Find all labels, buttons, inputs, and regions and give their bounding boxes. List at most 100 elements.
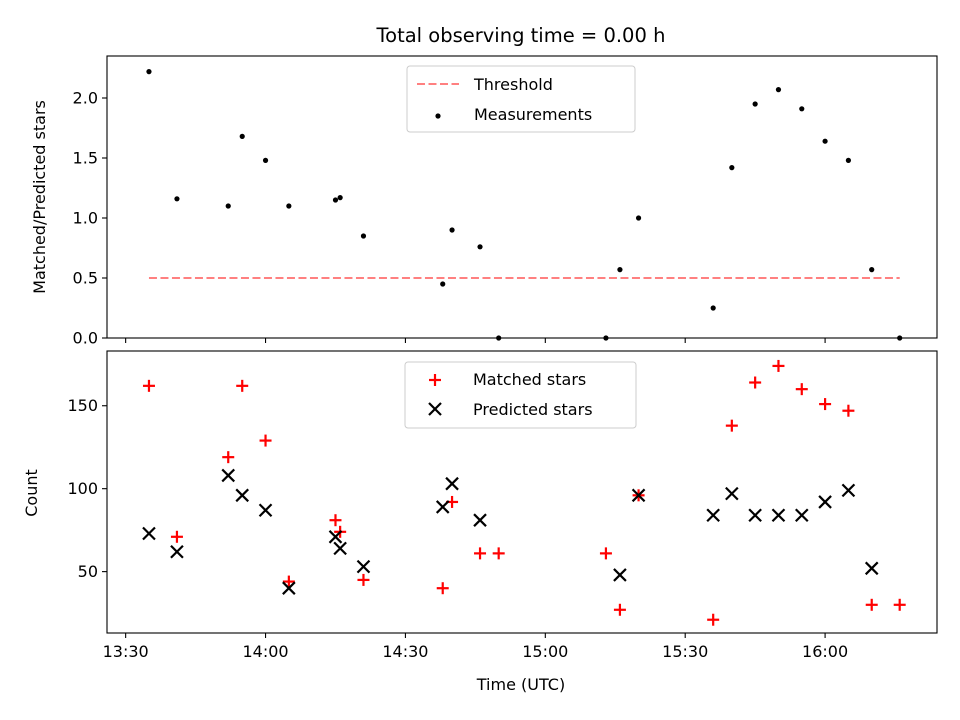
matched-stars-point: [222, 451, 235, 464]
measurement-point: [822, 138, 828, 144]
legend-matched-label: Matched stars: [473, 370, 586, 389]
predicted-stars-point: [794, 508, 809, 523]
predicted-stars-point: [473, 513, 487, 527]
bottom-y-axis: 50 100 150: [67, 396, 107, 581]
matched-stars-point: [236, 379, 249, 392]
predicted-stars-point: [818, 495, 832, 509]
measurement-point: [440, 281, 446, 287]
measurement-point: [752, 101, 758, 107]
predicted-stars-point: [841, 483, 856, 498]
matched-stars-point: [142, 379, 155, 392]
matched-stars-point: [795, 383, 808, 396]
matched-stars-point: [893, 598, 906, 611]
measurement-point: [262, 157, 269, 163]
bottom-y-tick-label: 150: [67, 396, 98, 415]
measurement-point: [286, 203, 292, 209]
x-tick-label: 15:30: [662, 642, 708, 661]
matched-stars-point: [842, 404, 855, 417]
predicted-stars-point: [445, 476, 459, 491]
legend-predicted-label: Predicted stars: [473, 400, 593, 419]
predicted-stars-point: [258, 503, 273, 518]
top-x-axis: [125, 338, 826, 343]
predicted-stars-point: [631, 488, 646, 503]
x-tick-label: 14:00: [242, 642, 288, 661]
x-tick-label: 13:30: [103, 642, 149, 661]
bottom-plot-area: [142, 359, 906, 626]
predicted-stars-point: [235, 488, 250, 503]
predicted-stars-point: [142, 526, 156, 541]
matched-stars-point: [492, 547, 505, 560]
top-plot-area: [146, 69, 903, 341]
predicted-stars-point: [282, 581, 296, 595]
measurement-point: [845, 157, 852, 163]
matched-stars-point: [259, 434, 272, 447]
x-axis-label: Time (UTC): [476, 675, 565, 694]
matched-stars-point: [749, 376, 762, 389]
measurement-point: [617, 267, 623, 273]
bottom-y-tick-label: 50: [78, 562, 98, 581]
measurement-point: [332, 197, 339, 203]
matched-stars-point: [436, 582, 449, 595]
predicted-stars-point: [356, 559, 371, 574]
chart-title: Total observing time = 0.00 h: [376, 24, 666, 47]
measurement-point: [449, 227, 455, 233]
predicted-stars-point: [771, 508, 786, 523]
matched-stars-point: [772, 359, 785, 372]
matched-stars-point: [865, 598, 878, 611]
measurement-point: [174, 196, 180, 202]
matched-stars-point: [170, 530, 183, 543]
predicted-stars-point: [706, 508, 720, 523]
measurement-point: [337, 195, 343, 201]
top-y-tick-label: 1.0: [73, 209, 98, 228]
predicted-stars-point: [613, 568, 627, 582]
legend-predicted-swatch: [428, 402, 442, 416]
top-y-axis: 0.0 0.5 1.0 1.5 2.0: [73, 89, 107, 348]
predicted-stars-point: [170, 544, 184, 559]
matched-stars-point: [707, 613, 720, 626]
bottom-y-axis-label: Count: [22, 469, 41, 517]
measurement-point: [799, 106, 805, 112]
matched-stars-point: [357, 573, 370, 586]
predicted-stars-point: [435, 500, 450, 514]
top-y-tick-label: 0.5: [73, 269, 98, 288]
matched-stars-point: [282, 575, 295, 588]
top-y-tick-label: 2.0: [73, 89, 98, 108]
measurement-point: [146, 69, 152, 75]
measurement-point: [239, 133, 245, 139]
measurement-point: [869, 267, 875, 273]
matched-stars-point: [819, 398, 832, 411]
x-tick-label: 16:00: [802, 642, 848, 661]
top-y-tick-label: 0.0: [73, 329, 98, 348]
top-y-tick-label: 1.5: [73, 149, 98, 168]
measurement-point: [775, 87, 782, 93]
measurement-point: [635, 215, 642, 221]
bottom-axes-frame: [106, 350, 938, 634]
top-legend-box: [406, 65, 636, 133]
matched-stars-point: [329, 514, 342, 527]
matched-stars-point: [474, 547, 487, 560]
x-tick-label: 15:00: [522, 642, 568, 661]
measurement-point: [477, 244, 483, 250]
predicted-stars-point: [725, 486, 739, 501]
measurement-point: [729, 165, 735, 171]
predicted-stars-point: [864, 561, 879, 576]
measurement-point: [225, 203, 231, 209]
predicted-stars-point: [221, 468, 236, 483]
matched-stars-point: [599, 547, 612, 560]
bottom-y-tick-label: 100: [67, 479, 98, 498]
x-tick-label: 14:30: [382, 642, 428, 661]
legend-matched-swatch: [429, 374, 441, 386]
matched-stars-point: [725, 419, 738, 432]
top-y-axis-label: Matched/Predicted stars: [30, 100, 49, 294]
predicted-stars-point: [748, 508, 762, 523]
top-panel: 0.00.51.01.52.0 Matched/Predicted stars …: [30, 55, 938, 348]
bottom-legend: Matched stars Predicted stars: [404, 361, 637, 429]
top-axes-frame: [106, 55, 938, 339]
top-legend: Threshold Measurements: [406, 65, 636, 133]
legend-threshold-label: Threshold: [473, 75, 553, 94]
predicted-stars-point: [328, 530, 343, 544]
bottom-legend-box: [404, 361, 637, 429]
bottom-x-axis: 13:30 14:00 14:30 15:00 15:30 16:00: [103, 633, 848, 661]
